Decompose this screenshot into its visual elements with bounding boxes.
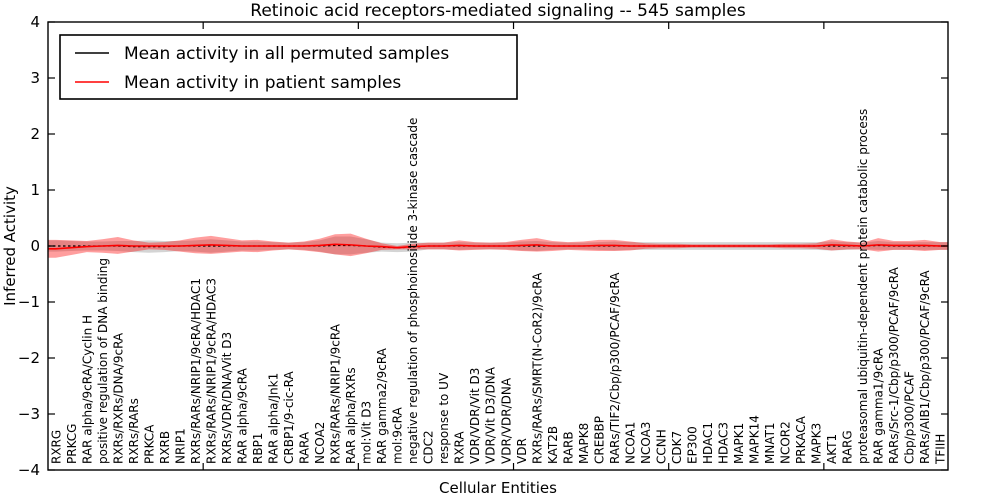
y-tick-label: 1 [30, 181, 40, 199]
category-label: RAR gamma1/9cRA [872, 347, 886, 464]
category-label: RXRA [453, 431, 467, 464]
category-label: mol:9cRA [391, 407, 405, 464]
category-label: VDR/Vit D3/DNA [484, 366, 498, 464]
x-axis-label: Cellular Entities [439, 479, 557, 497]
category-label: NCOA1 [623, 422, 637, 464]
category-label: MAPK3 [810, 423, 824, 464]
category-label: RXRs/VDR/DNA/Vit D3 [220, 332, 234, 464]
category-label: RAR alpha/9cRA/Cyclin H [80, 315, 94, 464]
category-label: RXRs/RARs/NRIP1/9cRA [329, 323, 343, 464]
category-label: VDR/VDR/Vit D3 [468, 368, 482, 464]
chart-title: Retinoic acid receptors-mediated signali… [250, 1, 746, 21]
category-label: RXRs/RARs [127, 398, 141, 464]
legend-item-label: Mean activity in all permuted samples [124, 44, 449, 64]
category-label: response to UV [437, 372, 451, 464]
patient-mean-line [48, 243, 948, 250]
category-label: NCOA3 [639, 422, 653, 464]
y-tick-label: −2 [18, 349, 40, 367]
category-label: NCOR2 [779, 421, 793, 464]
category-label: HDAC1 [701, 422, 715, 464]
category-label: RXRB [158, 431, 172, 464]
category-label: RARG [841, 430, 855, 464]
category-label: MAPK1 [732, 423, 746, 464]
y-tick-label: 0 [30, 237, 40, 255]
y-tick-label: −3 [18, 405, 40, 423]
legend: Mean activity in all permuted samples Mea… [59, 34, 518, 100]
category-label: PRKCA [142, 424, 156, 464]
category-label: CDK7 [670, 431, 684, 464]
category-label: RARs/Src-1/Cbp/p300/PCAF/9cRA [887, 266, 901, 464]
category-label: PRKCG [65, 424, 79, 464]
category-label: RXRs/RXRs/DNA/9cRA [111, 332, 125, 464]
x-axis-ticks [202, 22, 825, 470]
category-label: VDR/VDR/DNA [499, 377, 513, 464]
category-label: RAR gamma2/9cRA [375, 347, 389, 464]
category-label: RARA [298, 431, 312, 464]
category-label: CRBP1/9-cic-RA [282, 370, 296, 464]
y-tick-label: 2 [30, 125, 40, 143]
category-label: RARs/AIB1/Cbp/p300/PCAF/9cRA [918, 270, 932, 464]
category-label: CDC2 [422, 430, 436, 464]
category-label: RAR alpha/Jnk1 [267, 373, 281, 464]
category-label: RARB [561, 431, 575, 464]
category-label: RAR alpha/9cRA [235, 367, 249, 464]
category-label: negative regulation of phosphoinositide … [406, 118, 420, 464]
y-axis-ticks [48, 21, 948, 471]
category-label: RAR alpha/RXRs [344, 367, 358, 464]
y-tick-label: −1 [18, 293, 40, 311]
y-tick-label: 4 [30, 13, 40, 31]
category-label: positive regulation of DNA binding [96, 258, 110, 464]
category-label: NCOA2 [313, 422, 327, 464]
category-label: AKT1 [825, 434, 839, 464]
y-axis-label: Inferred Activity [1, 186, 19, 306]
legend-box [59, 34, 518, 100]
category-label: KAT2B [546, 426, 560, 464]
category-label: VDR [515, 438, 529, 464]
category-label: RXRs/RARs/NRIP1/9cRA/HDAC1 [189, 278, 203, 464]
category-label: MAPK14 [748, 415, 762, 464]
category-label: proteasomal ubiquitin-dependent protein … [856, 109, 870, 464]
category-label: RARs/TIF2/Cbp/p300/PCAF/9cRA [608, 272, 622, 464]
category-label: PRKACA [794, 415, 808, 464]
category-label: CREBBP [592, 416, 606, 464]
category-label: Cbp/p300/PCAF [903, 371, 917, 464]
category-label: mol:Vit D3 [360, 401, 374, 464]
legend-item-label: Mean activity in patient samples [124, 73, 401, 93]
category-label: NRIP1 [173, 428, 187, 464]
category-label: RXRs/RARs/SMRT(N-CoR2)/9cRA [530, 272, 544, 464]
category-label: MAPK8 [577, 423, 591, 464]
category-label: TFIIH [934, 434, 948, 465]
category-label: MNAT1 [763, 422, 777, 464]
category-label: HDAC3 [717, 422, 731, 464]
category-label: CCNH [654, 429, 668, 464]
category-label: RXRs/RARs/NRIP1/9cRA/HDAC3 [204, 278, 218, 464]
y-tick-labels: 4 3 2 1 0 −1 −2 −3 −4 [18, 13, 40, 479]
y-tick-label: −4 [18, 461, 40, 479]
category-label: RXRG [49, 430, 63, 464]
category-label: RBP1 [251, 433, 265, 464]
y-tick-label: 3 [30, 69, 40, 87]
category-label: EP300 [685, 426, 699, 464]
